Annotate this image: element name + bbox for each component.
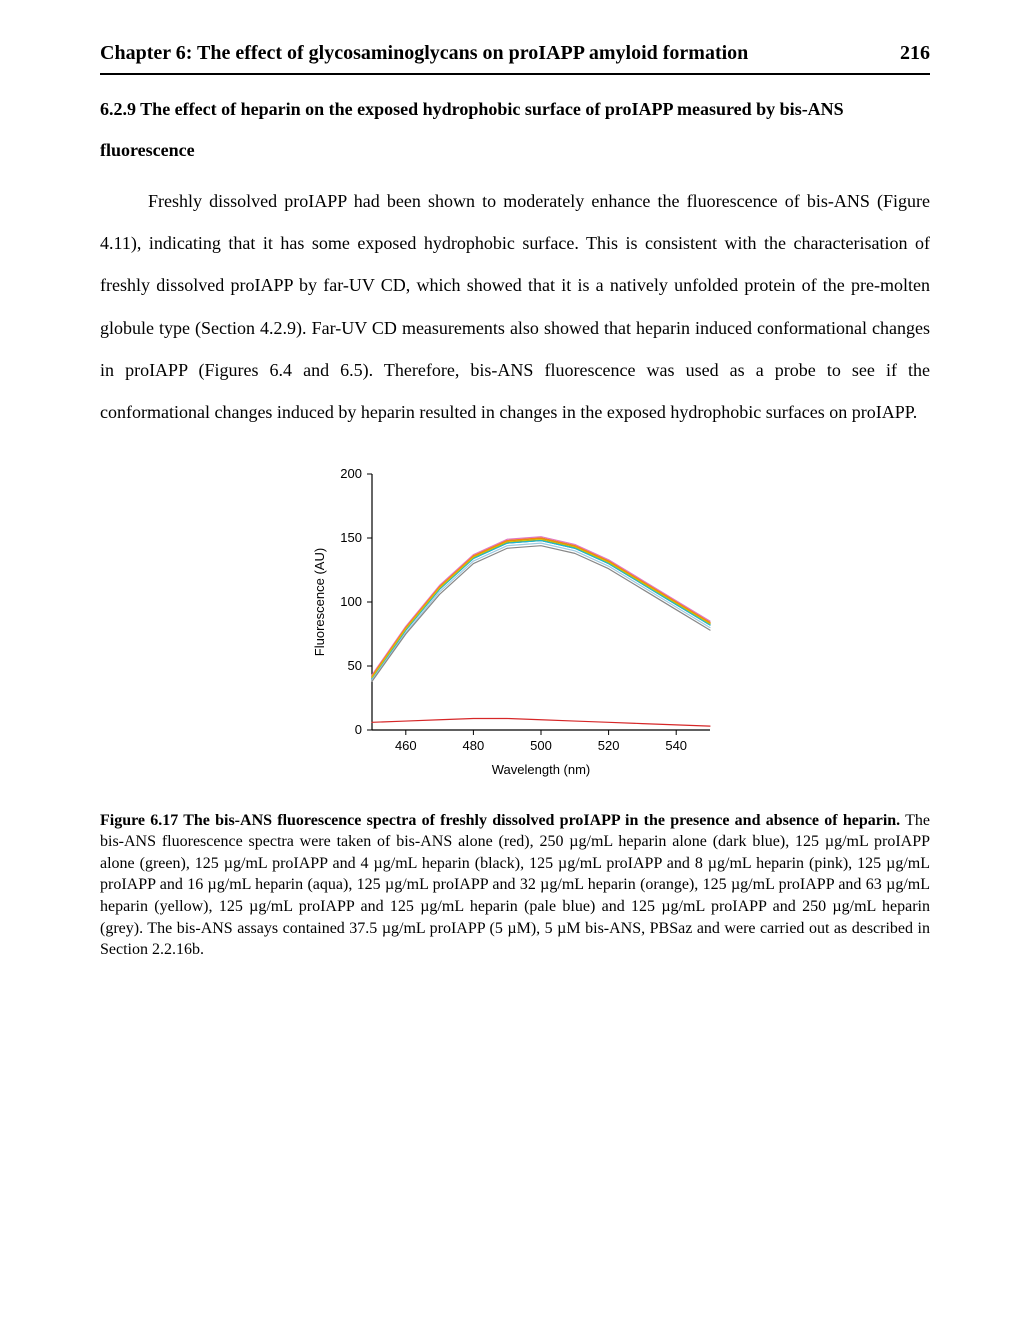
- caption-title: Figure 6.17 The bis-ANS fluorescence spe…: [100, 812, 900, 829]
- page-number: 216: [880, 40, 930, 67]
- svg-text:460: 460: [395, 738, 417, 753]
- section-heading: 6.2.9 The effect of heparin on the expos…: [100, 89, 930, 172]
- chapter-title: Chapter 6: The effect of glycosaminoglyc…: [100, 40, 880, 67]
- svg-text:50: 50: [348, 658, 362, 673]
- svg-text:480: 480: [463, 738, 485, 753]
- svg-text:200: 200: [340, 466, 362, 481]
- page-header: Chapter 6: The effect of glycosaminoglyc…: [100, 40, 930, 67]
- chart-svg: 460 480 500 520 540 0 50 100 150 200 Wavelength (n…: [300, 456, 730, 786]
- fluorescence-chart: 460 480 500 520 540 0 50 100 150 200 Wavelength (n…: [300, 456, 730, 786]
- caption-body: The bis-ANS fluorescence spectra were ta…: [100, 812, 930, 959]
- svg-text:150: 150: [340, 530, 362, 545]
- svg-text:100: 100: [340, 594, 362, 609]
- svg-text:0: 0: [355, 722, 362, 737]
- page: Chapter 6: The effect of glycosaminoglyc…: [0, 0, 1020, 1001]
- body-paragraph: Freshly dissolved proIAPP had been shown…: [100, 180, 930, 434]
- svg-text:Fluorescence (AU): Fluorescence (AU): [312, 547, 327, 655]
- svg-text:520: 520: [598, 738, 620, 753]
- figure-container: 460 480 500 520 540 0 50 100 150 200 Wavelength (n…: [100, 456, 930, 786]
- svg-text:Wavelength (nm): Wavelength (nm): [492, 762, 591, 777]
- svg-text:540: 540: [665, 738, 687, 753]
- svg-text:500: 500: [530, 738, 552, 753]
- header-rule: [100, 73, 930, 75]
- figure-caption: Figure 6.17 The bis-ANS fluorescence spe…: [100, 810, 930, 961]
